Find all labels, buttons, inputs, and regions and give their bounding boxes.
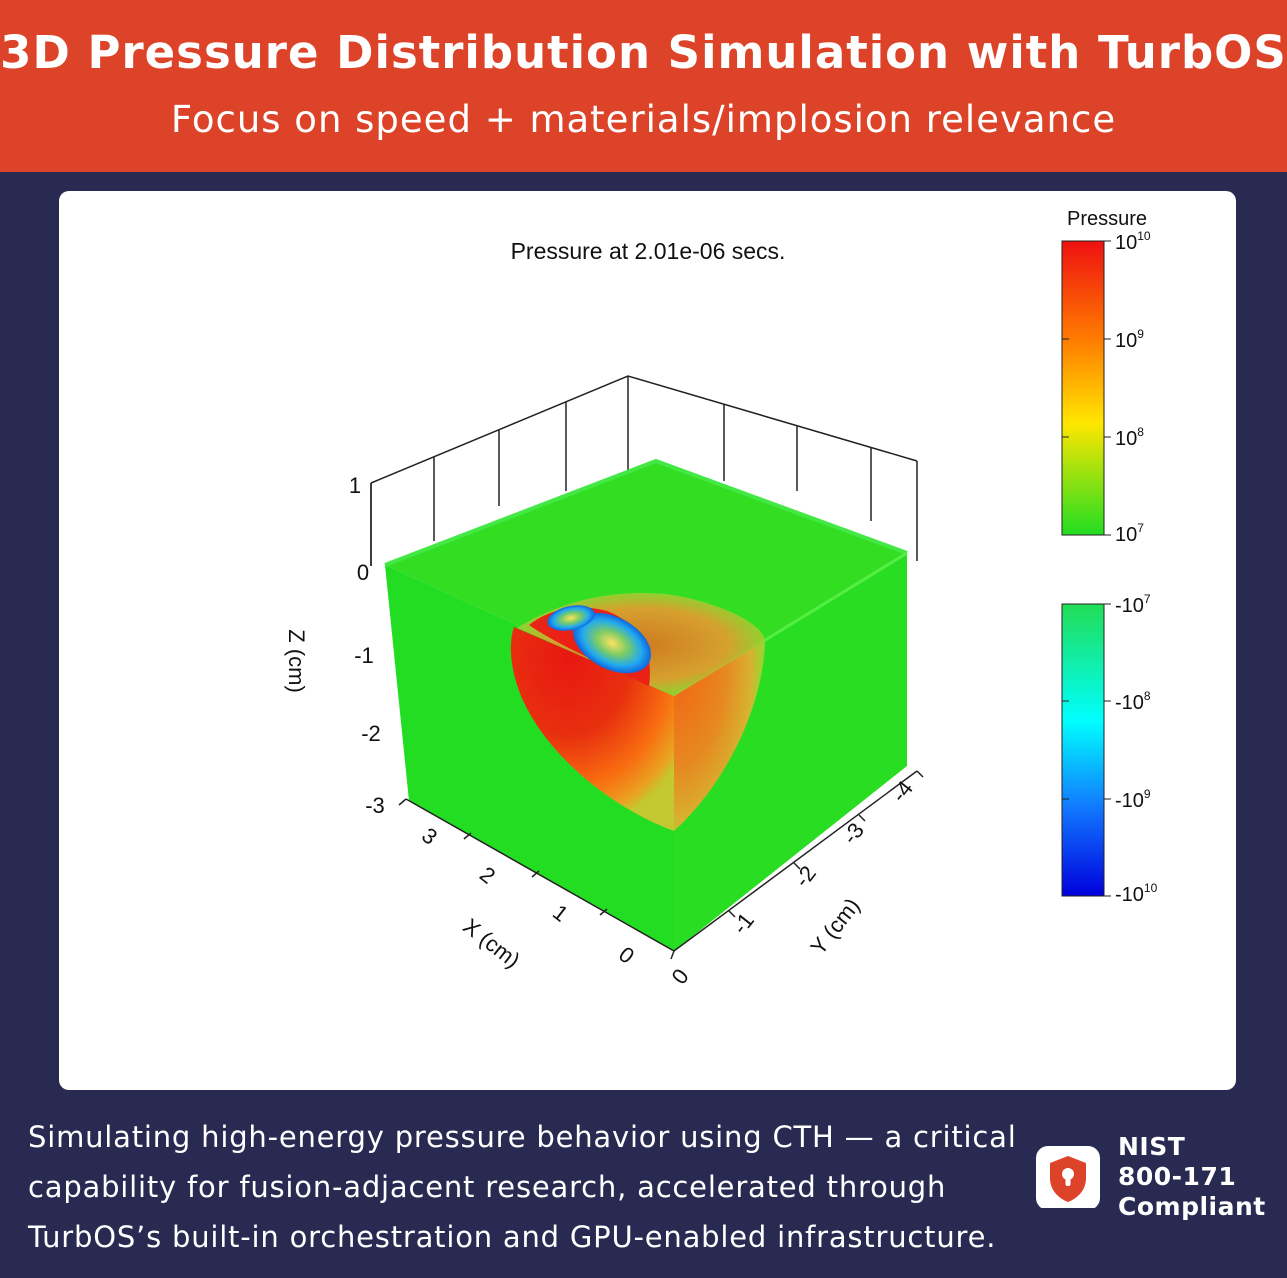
z-tick-label: -3 xyxy=(365,793,385,818)
page-subtitle: Focus on speed + materials/implosion rel… xyxy=(170,98,1117,141)
positive-colorbar xyxy=(1061,240,1105,536)
svg-text:-109: -109 xyxy=(1115,787,1151,812)
colorbar-title: Pressure xyxy=(1067,208,1147,230)
negative-colorbar xyxy=(1061,603,1105,897)
badge-line-3: Compliant xyxy=(1118,1192,1266,1221)
pressure-plot: Pressure at 2.01e-06 secs. xyxy=(284,208,1158,989)
svg-text:107: 107 xyxy=(1115,521,1144,546)
page-title: 3D Pressure Distribution Simulation with… xyxy=(0,26,1287,79)
y-tick-label: -3 xyxy=(837,818,869,849)
domain-cube xyxy=(384,458,908,951)
x-tick-label: 1 xyxy=(548,899,573,926)
badge-line-1: NIST xyxy=(1118,1132,1186,1161)
shield-lock-icon xyxy=(1036,1118,1100,1210)
z-axis-ticks: 1 0 -1 -2 -3 xyxy=(349,473,385,818)
positive-tick-labels: 1010 109 108 107 xyxy=(1115,229,1151,546)
y-axis-label: Y (cm) xyxy=(805,893,864,959)
y-tick-label: -4 xyxy=(886,776,918,807)
colorbar: Pressure 1010 109 108 107 -107 -108 -109 xyxy=(1061,208,1158,906)
svg-text:-107: -107 xyxy=(1115,592,1151,617)
z-tick-label: 0 xyxy=(357,560,369,585)
description-text: Simulating high-energy pressure behavior… xyxy=(28,1120,1017,1254)
header-banner: 3D Pressure Distribution Simulation with… xyxy=(0,0,1287,172)
x-tick-label: 0 xyxy=(614,941,639,968)
pressure-wave xyxy=(510,592,765,831)
svg-text:-108: -108 xyxy=(1115,689,1151,714)
z-tick-label: -2 xyxy=(361,721,381,746)
z-tick-label: -1 xyxy=(354,643,374,668)
svg-text:109: 109 xyxy=(1115,327,1144,352)
x-axis-label: X (cm) xyxy=(458,913,524,973)
negative-tick-labels: -107 -108 -109 -1010 xyxy=(1115,592,1158,906)
plot-title: Pressure at 2.01e-06 secs. xyxy=(511,238,786,264)
svg-text:-1010: -1010 xyxy=(1115,881,1158,906)
compliance-badge: NIST 800-171 Compliant xyxy=(1118,1132,1266,1222)
svg-text:1010: 1010 xyxy=(1115,229,1151,254)
z-tick-label: 1 xyxy=(349,473,361,498)
y-tick-label: -2 xyxy=(789,861,821,892)
x-tick-label: 2 xyxy=(475,861,500,888)
y-tick-label: -1 xyxy=(727,908,759,939)
x-tick-label: 3 xyxy=(417,822,442,849)
badge-line-2: 800-171 xyxy=(1118,1162,1237,1191)
y-tick-label: 0 xyxy=(666,964,693,989)
simulation-figure: Pressure at 2.01e-06 secs. xyxy=(59,191,1236,1090)
svg-text:108: 108 xyxy=(1115,425,1144,450)
front-axes xyxy=(370,483,924,960)
z-axis-label: Z (cm) xyxy=(284,629,309,693)
